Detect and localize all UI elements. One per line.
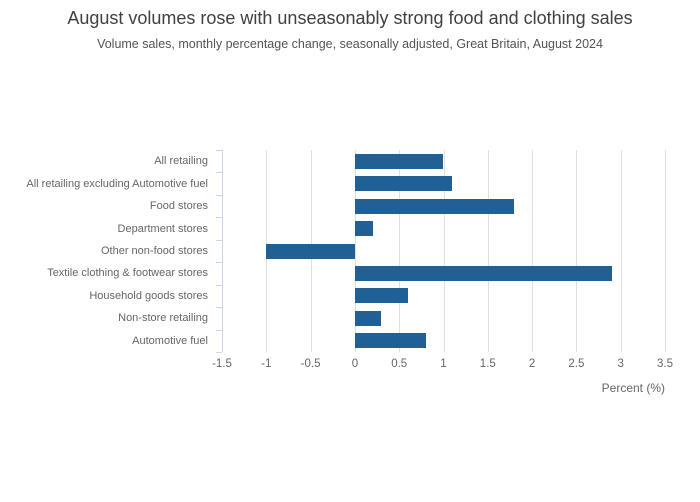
x-tick-label: -1 — [261, 358, 272, 370]
category-label: Household goods stores — [89, 289, 208, 302]
x-tick-label: 2.5 — [568, 358, 585, 370]
x-tick-label: 0.5 — [391, 358, 408, 370]
category-label: Automotive fuel — [132, 334, 208, 347]
bar — [354, 176, 453, 192]
bar — [354, 288, 409, 304]
category-label: Food stores — [149, 200, 208, 213]
x-tick-label: 0 — [351, 358, 359, 370]
gridline — [487, 150, 489, 352]
category-axis-tick — [216, 172, 222, 174]
gridline — [620, 150, 622, 352]
category-axis-tick — [216, 217, 222, 219]
bar — [354, 153, 444, 169]
x-axis-title: Percent (%) — [601, 381, 665, 395]
category-label: All retailing excluding Automotive fuel — [26, 177, 208, 190]
bar — [354, 221, 373, 237]
chart-title: August volumes rose with unseasonably st… — [67, 8, 633, 28]
category-label: Textile clothing & footwear stores — [47, 267, 208, 280]
x-tick-label: 1.5 — [479, 358, 496, 370]
gridline — [576, 150, 578, 352]
category-axis-line — [222, 150, 223, 352]
x-tick-label: 3 — [617, 358, 624, 370]
category-axis-tick — [216, 262, 222, 264]
category-axis-tick — [216, 194, 222, 196]
category-axis-tick — [216, 239, 222, 241]
bar — [354, 198, 515, 214]
bar — [354, 265, 612, 281]
chart-subtitle: Volume sales, monthly percentage change,… — [97, 37, 603, 51]
category-axis-tick — [216, 352, 222, 353]
x-tick-label: 3.5 — [657, 358, 673, 370]
category-label: Department stores — [117, 222, 208, 235]
bar — [354, 310, 382, 326]
gridline — [532, 150, 534, 352]
gridline — [399, 150, 401, 352]
category-axis-tick — [216, 284, 222, 286]
category-axis-tick — [216, 329, 222, 331]
x-tick-label: -1.5 — [212, 358, 232, 370]
category-axis-tick — [216, 150, 222, 151]
bar — [266, 243, 355, 259]
x-tick-label: 2 — [528, 358, 536, 370]
x-tick-label: 1 — [440, 358, 447, 370]
gridline — [443, 150, 445, 352]
gridline — [354, 150, 356, 352]
category-axis-tick — [216, 307, 222, 309]
category-label: Other non-food stores — [100, 245, 208, 257]
bar — [354, 333, 426, 349]
category-label: Non-store retailing — [118, 312, 208, 325]
gridline — [665, 150, 666, 352]
x-tick-label: -0.5 — [300, 358, 321, 370]
category-label: All retailing — [154, 155, 208, 168]
